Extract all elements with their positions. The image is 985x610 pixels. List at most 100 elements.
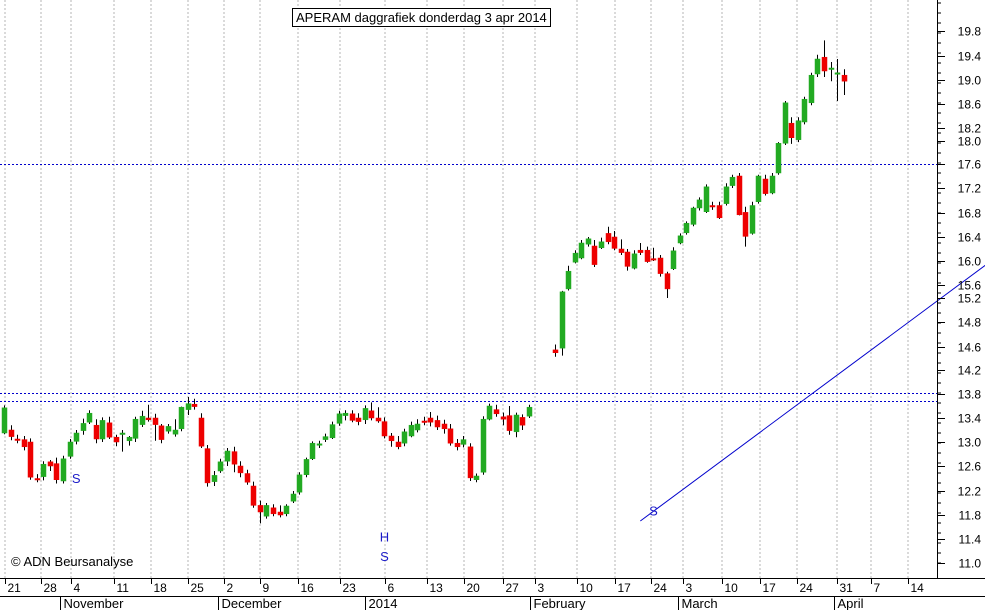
candle: [408, 421, 415, 438]
candle: [329, 421, 336, 439]
candle: [473, 473, 480, 483]
candle-body: [303, 459, 310, 475]
candle-body: [769, 175, 776, 194]
candle: [775, 142, 782, 175]
candle: [427, 412, 434, 427]
candle-body: [1, 407, 8, 434]
candle: [165, 424, 172, 434]
candle-body: [742, 212, 749, 237]
candle-body: [427, 417, 434, 423]
candle-body: [578, 242, 585, 259]
candle-body: [598, 241, 605, 249]
candle: [696, 197, 703, 211]
candle-body: [834, 72, 841, 75]
candle: [158, 424, 165, 444]
candle: [441, 419, 448, 434]
candle-body: [185, 403, 192, 410]
candle-body: [585, 238, 592, 245]
candle-body: [624, 251, 631, 267]
candle: [670, 247, 677, 270]
candle: [690, 206, 697, 227]
chart-annotation: S: [380, 549, 389, 564]
chart-annotation: S: [649, 504, 658, 519]
candle: [808, 72, 815, 106]
candle: [244, 469, 251, 485]
candle: [611, 231, 618, 251]
candle: [480, 416, 487, 475]
candle: [99, 417, 106, 442]
candle-body: [145, 417, 152, 421]
y-tick-label: 11.8: [959, 509, 982, 523]
candle-body: [224, 450, 231, 462]
candle: [421, 416, 428, 426]
candle-body: [395, 441, 402, 448]
candle-body: [27, 441, 34, 478]
y-tick-label: 11.0: [959, 557, 982, 571]
candle-body: [565, 270, 572, 290]
candle: [67, 439, 74, 459]
x-tick-label: 21: [8, 581, 22, 595]
candle-body: [421, 420, 428, 423]
candle: [47, 460, 54, 471]
candle: [769, 173, 776, 195]
candle-body: [782, 102, 789, 144]
candle-body: [480, 418, 487, 473]
candle: [34, 474, 41, 483]
candle: [132, 416, 139, 442]
candle-body: [493, 409, 500, 415]
candle: [814, 54, 821, 77]
candle-body: [506, 415, 513, 431]
candle: [821, 40, 828, 77]
candle: [762, 174, 769, 196]
candle-body: [775, 143, 782, 174]
candle-body: [788, 122, 795, 138]
candle-body: [762, 178, 769, 194]
candle-body: [8, 429, 15, 437]
candle: [145, 404, 152, 422]
candle-body: [441, 423, 448, 430]
candle: [650, 247, 657, 261]
candle: [755, 174, 762, 204]
candle: [788, 117, 795, 144]
candle-body: [60, 458, 67, 482]
x-tick-label: 24: [654, 581, 668, 595]
candle-body: [296, 474, 303, 493]
candle-body: [650, 258, 657, 261]
candle: [113, 434, 120, 447]
candle: [500, 412, 507, 426]
candle-body: [14, 438, 21, 441]
candle: [237, 461, 244, 478]
candle: [723, 183, 730, 206]
x-tick-label: 24: [800, 581, 814, 595]
candle: [841, 69, 848, 95]
y-tick-label: 14.6: [958, 341, 982, 355]
candle: [526, 404, 533, 418]
candle: [14, 434, 21, 444]
candle-body: [460, 439, 467, 445]
y-tick-label: 13.4: [958, 412, 982, 426]
month-label: March: [682, 596, 718, 610]
candle-body: [277, 511, 284, 516]
candle-body: [349, 413, 356, 421]
x-tick-label: 20: [467, 581, 481, 595]
candle: [677, 233, 684, 245]
y-tick-label: 14.8: [958, 316, 982, 330]
x-tick-label: 27: [506, 581, 520, 595]
candle: [493, 404, 500, 417]
candle-body: [34, 478, 41, 481]
candle: [1, 405, 8, 435]
candle-body: [657, 257, 664, 274]
candle: [585, 237, 592, 247]
candle: [375, 407, 382, 423]
candle: [60, 455, 67, 484]
candle-body: [618, 248, 625, 253]
candle: [198, 413, 205, 448]
candle: [414, 419, 421, 433]
candle-body: [257, 505, 264, 513]
candle-body: [86, 412, 93, 423]
candle-body: [677, 235, 684, 244]
candle: [729, 174, 736, 188]
y-tick-label: 15.2: [958, 292, 982, 306]
candle: [506, 406, 513, 435]
